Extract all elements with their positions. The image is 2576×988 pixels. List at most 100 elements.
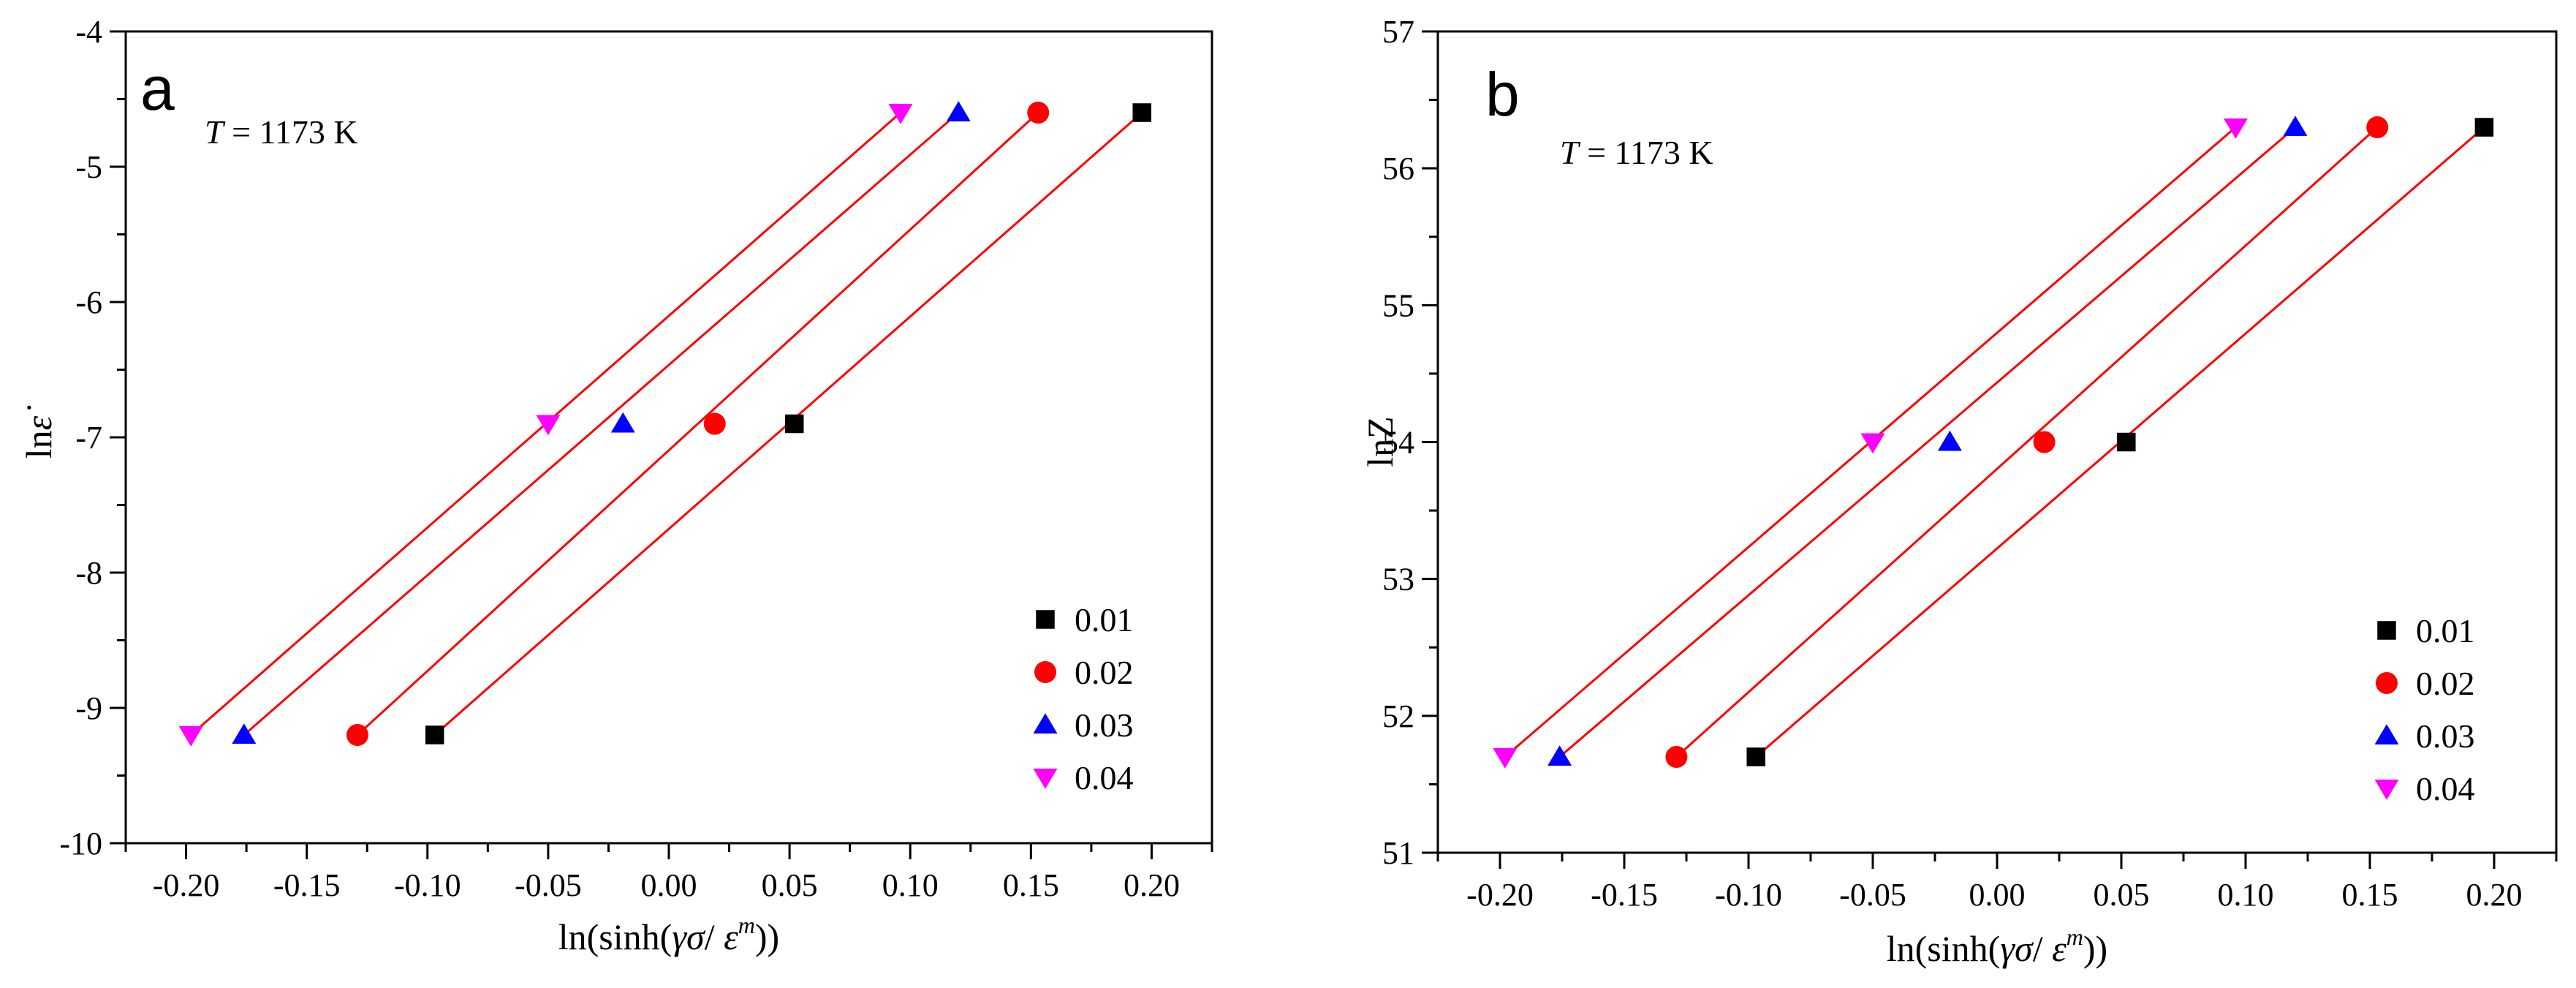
y-tick-label: -8 — [75, 555, 102, 591]
y-tick-label: -10 — [59, 826, 102, 861]
data-point-0.03 — [1937, 430, 1962, 451]
chart-panel-b: -0.20 -0.15 -0.10 -0.05 0.00 0.05 0.10 0.15 0.20… — [1360, 14, 2558, 969]
temperature-annotation: T = 1173 K — [1560, 134, 1713, 171]
legend-marker-0.01 — [2377, 621, 2396, 640]
data-point-0.01 — [1746, 747, 1765, 766]
data-point-0.02 — [1027, 102, 1050, 124]
x-tick-label: -0.15 — [273, 867, 341, 903]
legend-label: 0.02 — [1075, 654, 1134, 691]
y-tick-label: 54 — [1382, 425, 1414, 461]
y-tick-label: -6 — [75, 284, 102, 320]
y-axis-label: lnZ — [1360, 416, 1401, 467]
x-label-superscript: m — [738, 912, 755, 938]
fit-line-0.02 — [1675, 126, 2379, 758]
legend-marker-0.01 — [1036, 610, 1055, 629]
data-point-0.01 — [1132, 103, 1151, 122]
x-tick-label: 0.15 — [1003, 867, 1059, 903]
x-label-part: )) — [2083, 928, 2107, 969]
x-tick-label: 0.10 — [882, 867, 939, 903]
data-point-0.03 — [1548, 745, 1572, 766]
data-point-0.02 — [1665, 745, 1688, 768]
data-point-0.03 — [232, 723, 257, 744]
y-axis-label: lnε̇ — [18, 405, 59, 459]
tick-marks — [1422, 30, 2558, 869]
temperature-annotation: T = 1173 K — [205, 113, 358, 151]
fit-lines — [1504, 126, 2485, 758]
x-tick-label: 0.00 — [1969, 877, 2026, 913]
x-tick-label: -0.10 — [394, 867, 461, 903]
data-points — [1493, 116, 2494, 769]
data-point-0.02 — [346, 724, 369, 746]
panel-letter: b — [1485, 60, 1520, 129]
x-label-part: )) — [755, 916, 779, 957]
data-point-0.04 — [178, 726, 203, 747]
y-tick-label: 56 — [1382, 151, 1414, 186]
x-tick-label: -0.20 — [153, 867, 220, 903]
x-tick-label: -0.10 — [1715, 877, 1782, 913]
legend-label: 0.04 — [1075, 759, 1134, 796]
x-label-part: ε — [724, 916, 738, 957]
x-label-part: γσ — [2000, 928, 2034, 969]
fit-line-0.02 — [357, 111, 1039, 736]
x-tick-label: 0.05 — [2094, 877, 2150, 913]
legend-label: 0.01 — [1075, 601, 1134, 638]
fit-line-0.03 — [1558, 126, 2296, 758]
fit-lines — [190, 111, 1143, 736]
y-label-part: lnZ — [1360, 416, 1401, 467]
data-point-0.01 — [2117, 432, 2136, 452]
y-tick-label: 57 — [1382, 14, 1414, 50]
legend-marker-0.03 — [2374, 724, 2399, 744]
annotation-variable: T — [1560, 134, 1581, 171]
legend-label: 0.02 — [2416, 665, 2475, 702]
legend: 0.01 0.02 0.03 0.04 — [2374, 612, 2475, 807]
x-tick-label: 0.10 — [2218, 877, 2274, 913]
x-label-part: ln(sinh( — [558, 916, 673, 957]
tick-labels: -0.20 -0.15 -0.10 -0.05 0.00 0.05 0.10 0.15 0.20… — [59, 14, 1180, 903]
y-tick-label: -7 — [75, 420, 102, 456]
y-tick-label: 52 — [1382, 698, 1414, 734]
legend-marker-0.04 — [1033, 769, 1058, 789]
x-tick-label: 0.15 — [2342, 877, 2398, 913]
y-tick-label: -5 — [75, 149, 102, 185]
y-tick-label: 53 — [1382, 562, 1414, 597]
x-label-part: / — [2033, 928, 2052, 969]
data-point-0.03 — [610, 412, 635, 433]
data-point-0.03 — [946, 101, 971, 121]
data-points — [178, 101, 1151, 747]
legend-label: 0.03 — [1075, 706, 1134, 744]
x-tick-label: -0.05 — [515, 867, 582, 903]
x-tick-label: 0.20 — [2466, 877, 2523, 913]
x-tick-label: -0.05 — [1839, 877, 1906, 913]
data-point-0.01 — [425, 725, 444, 744]
legend: 0.01 0.02 0.03 0.04 — [1033, 601, 1134, 796]
annotation-value: = 1173 K — [1579, 134, 1713, 171]
legend-marker-0.04 — [2374, 780, 2399, 800]
x-label-part: / — [705, 916, 724, 957]
data-point-0.04 — [1493, 747, 1518, 769]
x-label-part: ln(sinh( — [1887, 928, 2001, 969]
data-point-0.01 — [2474, 118, 2494, 137]
y-tick-label: 51 — [1382, 835, 1414, 871]
data-point-0.04 — [1860, 433, 1885, 454]
x-label-part: γσ — [672, 916, 706, 957]
data-point-0.04 — [888, 104, 913, 124]
x-tick-label: -0.20 — [1466, 877, 1534, 913]
x-tick-label: 0.00 — [641, 867, 697, 903]
x-axis-label: ln(sinh(γσ/ εm)) — [1887, 924, 2107, 969]
data-point-0.02 — [703, 412, 726, 435]
y-tick-label: -4 — [75, 14, 102, 50]
tick-labels: -0.20 -0.15 -0.10 -0.05 0.00 0.05 0.10 0.15 0.20… — [1382, 14, 2523, 913]
x-label-superscript: m — [2067, 924, 2083, 950]
data-point-0.03 — [2283, 116, 2308, 137]
x-axis-label: ln(sinh(γσ/ εm)) — [558, 912, 779, 957]
data-point-0.02 — [2033, 431, 2056, 453]
annotation-variable: T — [205, 113, 226, 151]
fit-line-0.03 — [243, 111, 960, 736]
data-point-0.04 — [2223, 118, 2248, 139]
y-tick-label: 55 — [1382, 287, 1414, 323]
legend-marker-0.03 — [1033, 713, 1058, 734]
x-label-part: ε — [2052, 928, 2067, 969]
data-point-0.04 — [536, 415, 561, 436]
annotation-value: = 1173 K — [224, 113, 358, 151]
